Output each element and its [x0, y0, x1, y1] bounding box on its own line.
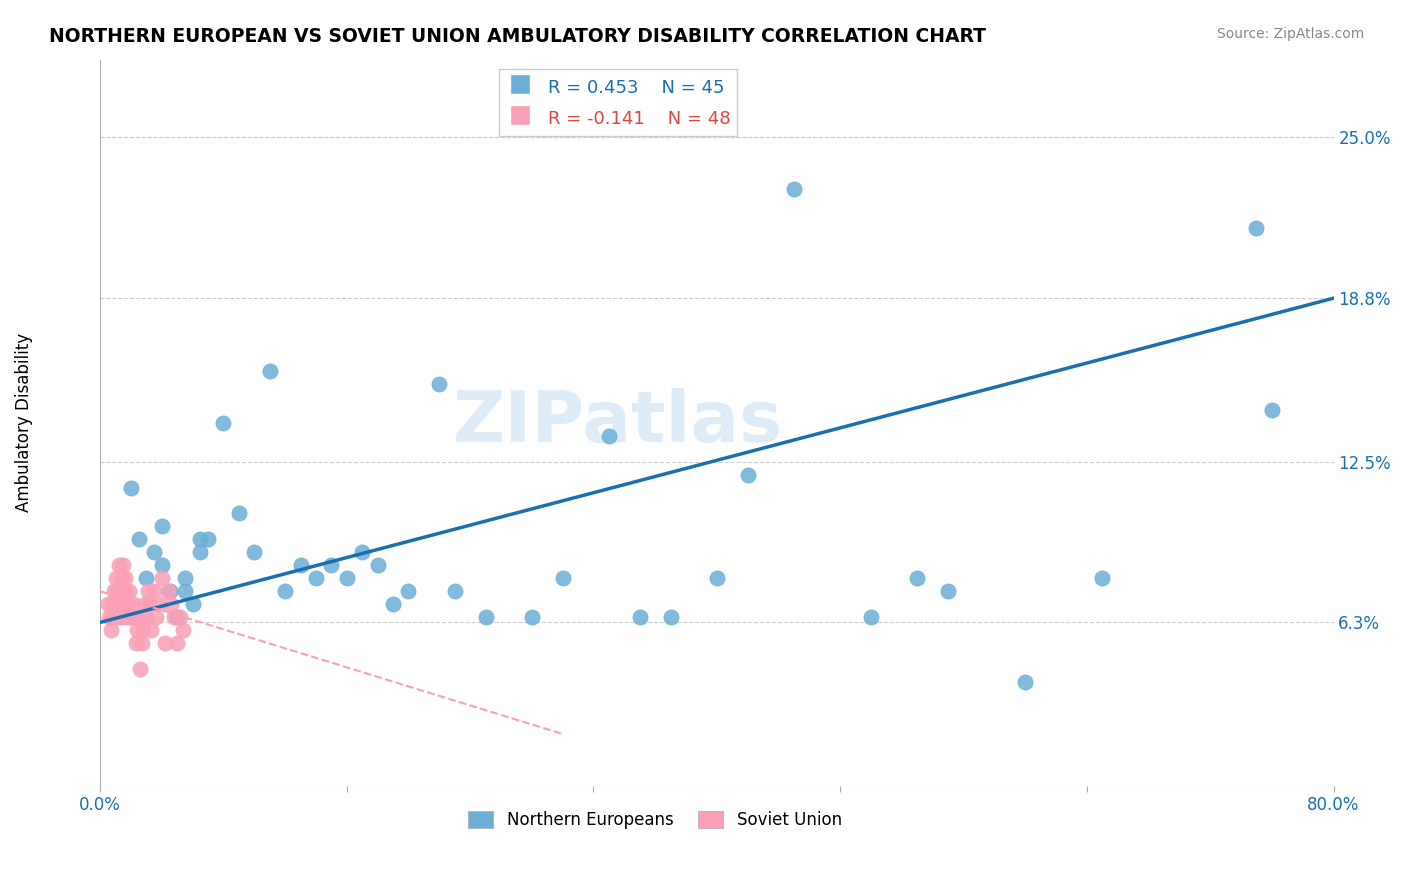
Point: [104, 571, 127, 585]
Point: [101, 610, 124, 624]
Point: [108, 610, 131, 624]
Point: [1246, 221, 1268, 235]
Point: [783, 182, 806, 196]
Point: [132, 623, 155, 637]
Point: [112, 558, 135, 573]
Point: [117, 610, 139, 624]
Point: [166, 636, 188, 650]
Point: [188, 545, 211, 559]
Point: [352, 545, 374, 559]
Point: [138, 597, 160, 611]
Point: [163, 610, 186, 624]
Point: [243, 545, 266, 559]
Point: [120, 610, 142, 624]
Point: [148, 597, 170, 611]
Point: [321, 558, 343, 573]
Point: [443, 584, 465, 599]
Point: [108, 597, 131, 611]
Point: [159, 584, 181, 599]
Text: NORTHERN EUROPEAN VS SOVIET UNION AMBULATORY DISABILITY CORRELATION CHART: NORTHERN EUROPEAN VS SOVIET UNION AMBULA…: [49, 27, 986, 45]
Point: [114, 584, 136, 599]
Point: [936, 584, 959, 599]
Text: ZIPatlas: ZIPatlas: [453, 388, 783, 458]
Point: [127, 623, 149, 637]
Point: [259, 364, 281, 378]
Point: [97, 597, 120, 611]
Point: [1014, 675, 1036, 690]
Point: [737, 467, 759, 482]
Point: [100, 623, 122, 637]
Point: [98, 610, 121, 624]
Point: [135, 571, 157, 585]
Point: [101, 597, 124, 611]
Point: [128, 533, 150, 547]
Point: [105, 584, 128, 599]
Point: [115, 597, 138, 611]
Point: [112, 610, 135, 624]
Point: [305, 571, 328, 585]
Point: [111, 584, 134, 599]
Point: [398, 584, 420, 599]
Point: [520, 610, 543, 624]
Point: [174, 584, 197, 599]
Point: [156, 584, 179, 599]
Point: [367, 558, 389, 573]
Point: [122, 610, 145, 624]
Point: [111, 571, 134, 585]
Point: [598, 428, 620, 442]
Point: [124, 636, 146, 650]
Point: [1091, 571, 1114, 585]
Legend: Northern Europeans, Soviet Union: Northern Europeans, Soviet Union: [461, 804, 849, 836]
Point: [336, 571, 359, 585]
Point: [290, 558, 312, 573]
Point: [153, 636, 176, 650]
Point: [107, 558, 129, 573]
Point: [139, 623, 162, 637]
Point: [212, 416, 235, 430]
Point: [143, 584, 166, 599]
Point: [145, 610, 167, 624]
Point: [128, 610, 150, 624]
Point: [131, 636, 153, 650]
Text: Source: ZipAtlas.com: Source: ZipAtlas.com: [1216, 27, 1364, 41]
Point: [188, 533, 211, 547]
Point: [134, 597, 156, 611]
Point: [103, 584, 125, 599]
Y-axis label: Ambulatory Disability: Ambulatory Disability: [15, 333, 32, 512]
Point: [129, 662, 152, 676]
Point: [118, 584, 141, 599]
Point: [135, 610, 157, 624]
Point: [551, 571, 574, 585]
Point: [427, 376, 450, 391]
Point: [150, 558, 173, 573]
Point: [132, 610, 155, 624]
Point: [150, 571, 173, 585]
Point: [166, 610, 188, 624]
Point: [181, 597, 204, 611]
Point: [143, 545, 166, 559]
Point: [172, 623, 194, 637]
Point: [121, 597, 143, 611]
Point: [117, 597, 139, 611]
Point: [150, 519, 173, 533]
Point: [659, 610, 682, 624]
Point: [197, 533, 219, 547]
Point: [104, 610, 127, 624]
Point: [382, 597, 405, 611]
Point: [274, 584, 297, 599]
Point: [160, 597, 183, 611]
Point: [859, 610, 882, 624]
Point: [474, 610, 496, 624]
Point: [228, 507, 250, 521]
Point: [169, 610, 191, 624]
Point: [136, 584, 159, 599]
Point: [120, 481, 142, 495]
Point: [706, 571, 728, 585]
Point: [628, 610, 651, 624]
Point: [1261, 402, 1284, 417]
Point: [905, 571, 928, 585]
Point: [114, 571, 136, 585]
Point: [174, 571, 197, 585]
